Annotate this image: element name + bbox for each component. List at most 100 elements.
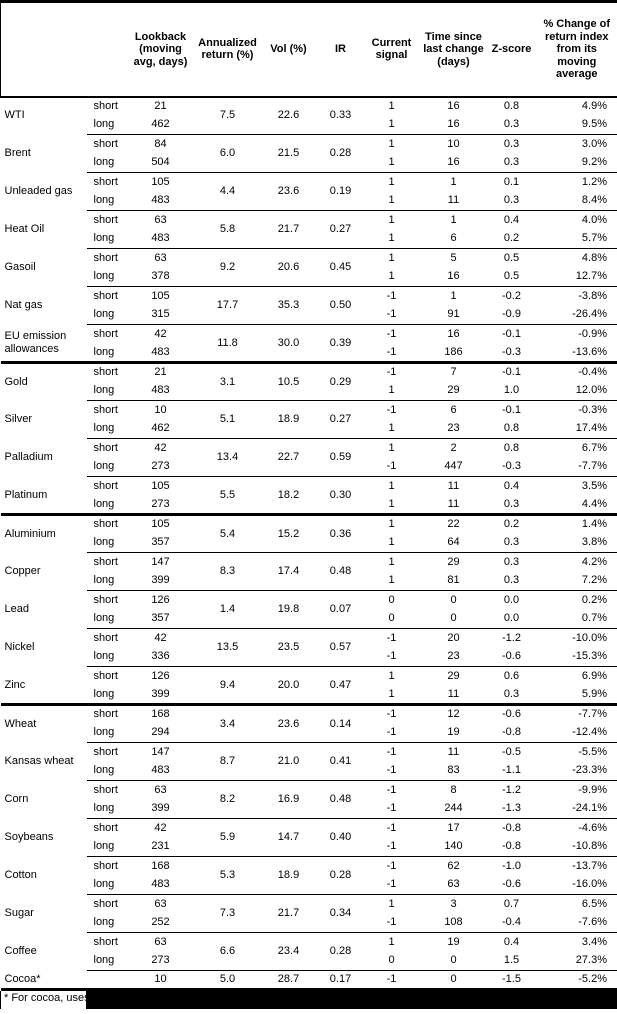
- pct-change-value: 6.5%: [536, 894, 617, 914]
- annualized-return-value: 13.4: [196, 438, 259, 477]
- leg-label: short: [86, 666, 125, 686]
- current-signal-value: -1: [386, 916, 397, 929]
- leg-label: short: [86, 438, 125, 458]
- time-since-value: 29: [420, 552, 487, 572]
- leg-label: long: [93, 574, 115, 587]
- time-since-value: 0: [420, 590, 487, 610]
- commodity-name: Cotton: [4, 869, 37, 881]
- annualized-return-value: 5.9: [196, 818, 259, 857]
- zscore-value: 0.2: [486, 513, 537, 534]
- leg-label: short: [86, 590, 125, 610]
- lookback-value: 273: [151, 460, 170, 473]
- leg-label: long: [93, 612, 115, 625]
- pct-change-value: 3.5%: [536, 476, 617, 496]
- lookback-value: 483: [151, 194, 170, 207]
- time-since-value: 63: [447, 878, 460, 891]
- lookback-value: 315: [151, 308, 170, 321]
- lookback-value: 147: [124, 742, 197, 762]
- leg-label: long: [93, 650, 115, 663]
- vol-value: 18.9: [258, 856, 319, 895]
- ir-value: 0.07: [318, 590, 363, 629]
- col-header-leg: [86, 1, 125, 98]
- pct-change-value: 4.2%: [536, 552, 617, 572]
- pct-change-value: -10.0%: [536, 628, 617, 648]
- ir-value: 0.59: [318, 438, 363, 477]
- time-since-value: 11: [420, 476, 487, 496]
- pct-change-value: -7.7%: [536, 703, 617, 724]
- vol-value: 21.5: [258, 134, 319, 173]
- annualized-return-value: 8.7: [196, 742, 259, 781]
- leg-label: short: [86, 361, 125, 382]
- commodity-name: Wheat: [0, 703, 87, 743]
- zscore-value: -0.3: [502, 460, 521, 473]
- leg-label: short: [86, 210, 125, 230]
- current-signal-value: -1: [386, 345, 397, 358]
- ir-value: 0.47: [318, 666, 363, 705]
- lookback-value: 294: [151, 726, 170, 739]
- pct-change-value: 8.4%: [581, 194, 607, 207]
- momentum-signals-table: Lookback (moving avg, days) Annualized r…: [0, 0, 617, 991]
- lookback-value: 462: [151, 422, 170, 435]
- annualized-return-value: 11.8: [196, 324, 259, 363]
- zscore-value: 0.3: [503, 536, 520, 549]
- current-signal-value: -1: [386, 840, 397, 853]
- col-header-lookback: Lookback (moving avg, days): [124, 1, 197, 98]
- table-row: Kansas wheat short 147 8.7 21.0 0.41 -1 11 -0.5-…: [1, 742, 617, 781]
- zscore-value: 0.4: [486, 210, 537, 230]
- pct-change-value: -5.5%: [536, 742, 617, 762]
- table-row: long 252 -1 108 -0.4 -7.6%: [1, 914, 617, 933]
- table-row: Wheat short 168 3.4 23.6 0.14 -1 12 -0.6 -7.7%: [0, 703, 617, 743]
- annualized-return-value: 8.3: [196, 552, 259, 591]
- lookback-value: 462: [151, 118, 170, 131]
- current-signal-value: -1: [362, 780, 421, 800]
- table-row: Gold short 21 3.1 10.5 0.29 -1 7 -0.1 -0.4%: [0, 361, 617, 401]
- lookback-value: 84: [124, 134, 197, 154]
- zscore-value: 0.4: [486, 476, 537, 496]
- pct-change-value: 4.0%: [536, 210, 617, 230]
- leg-label: short: [93, 100, 118, 112]
- annualized-return-value: 9.4: [196, 666, 259, 705]
- zscore-value: 0.3: [503, 194, 520, 207]
- annualized-return-value: 5.8: [196, 210, 259, 249]
- zscore-value: 0.5: [503, 270, 520, 283]
- table-row: Brent short 84 6.0 21.5 0.28 1 10 0.3 3.0%: [1, 134, 617, 173]
- annualized-return-value: 5.3: [196, 856, 259, 895]
- ir-value: 0.29: [318, 361, 363, 401]
- ir-value: 0.34: [318, 894, 363, 933]
- leg-label: long: [93, 536, 115, 549]
- time-since-value: 6: [420, 400, 487, 420]
- table-row: Soybeans short 42 5.9 14.7 0.40 -1 17 -0.8 -4.6%: [1, 818, 617, 857]
- lookback-value: 63: [124, 894, 197, 914]
- ir-value: 0.17: [318, 970, 363, 990]
- commodity-name: Copper: [4, 565, 41, 577]
- time-since-value: 5: [420, 248, 487, 268]
- lookback-value: 399: [151, 802, 170, 815]
- pct-change-value: 27.3%: [575, 954, 607, 967]
- time-since-value: 6: [450, 232, 457, 245]
- lookback-value: 42: [124, 324, 197, 344]
- annualized-return-value: 7.3: [196, 894, 259, 933]
- commodity-name: EU emission allowances: [4, 330, 67, 355]
- pct-change-value: -26.4%: [572, 308, 607, 321]
- vol-value: 28.7: [258, 970, 319, 990]
- lookback-value: 21: [124, 361, 197, 382]
- time-since-value: 0: [420, 970, 487, 990]
- current-signal-value: 1: [388, 156, 395, 169]
- col-header-current-signal: Current signal: [362, 1, 421, 98]
- leg-label: long: [93, 308, 115, 321]
- ir-value: 0.28: [318, 856, 363, 895]
- table-header: Lookback (moving avg, days) Annualized r…: [0, 1, 617, 98]
- time-since-value: 29: [420, 666, 487, 686]
- current-signal-value: -1: [362, 286, 421, 306]
- current-signal-value: 0: [388, 612, 395, 625]
- current-signal-value: 1: [362, 932, 421, 952]
- time-since-value: 16: [447, 270, 460, 283]
- zscore-value: 0.3: [503, 118, 520, 131]
- commodity-name: Brent: [4, 147, 31, 159]
- table-row: long 273 0 0 1.5 27.3%: [1, 952, 617, 971]
- time-since-value: 16: [420, 324, 487, 344]
- current-signal-value: 1: [362, 172, 421, 192]
- current-signal-value: -1: [362, 818, 421, 838]
- vol-value: 23.4: [258, 932, 319, 971]
- vol-value: 20.0: [258, 666, 319, 705]
